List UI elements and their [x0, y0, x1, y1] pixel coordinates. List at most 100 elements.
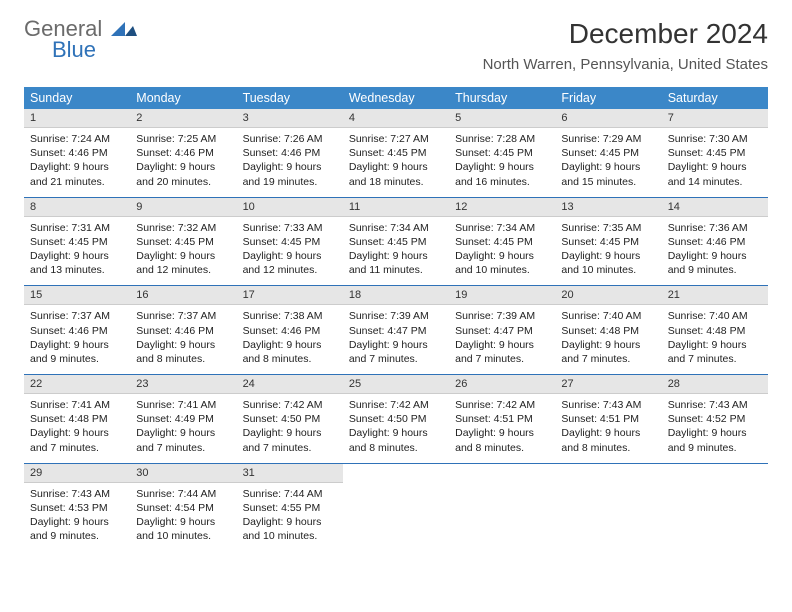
calendar-day-cell: 22Sunrise: 7:41 AMSunset: 4:48 PMDayligh… [24, 375, 130, 463]
weekday-header: Wednesday [343, 87, 449, 109]
calendar-day-cell: 16Sunrise: 7:37 AMSunset: 4:46 PMDayligh… [130, 286, 236, 374]
calendar-day-cell: 19Sunrise: 7:39 AMSunset: 4:47 PMDayligh… [449, 286, 555, 374]
day-details: Sunrise: 7:43 AMSunset: 4:51 PMDaylight:… [555, 394, 661, 463]
calendar-day-cell: 3Sunrise: 7:26 AMSunset: 4:46 PMDaylight… [237, 109, 343, 197]
sunrise-line: Sunrise: 7:39 AM [349, 309, 443, 323]
sunrise-line: Sunrise: 7:37 AM [136, 309, 230, 323]
sunset-line: Sunset: 4:45 PM [349, 146, 443, 160]
daylight-line: Daylight: 9 hours and 7 minutes. [349, 338, 443, 366]
calendar-day-cell: 26Sunrise: 7:42 AMSunset: 4:51 PMDayligh… [449, 375, 555, 463]
sunrise-line: Sunrise: 7:44 AM [136, 487, 230, 501]
day-details: Sunrise: 7:31 AMSunset: 4:45 PMDaylight:… [24, 217, 130, 286]
day-details: Sunrise: 7:26 AMSunset: 4:46 PMDaylight:… [237, 128, 343, 197]
day-number: 28 [662, 375, 768, 394]
daylight-line: Daylight: 9 hours and 11 minutes. [349, 249, 443, 277]
calendar-day-cell: 9Sunrise: 7:32 AMSunset: 4:45 PMDaylight… [130, 198, 236, 286]
calendar-day-cell: 6 Sunrise: 7:29 AMSunset: 4:45 PMDaylight… [555, 109, 661, 197]
day-number: 22 [24, 375, 130, 394]
day-number: 29 [24, 464, 130, 483]
day-number: 6 [555, 109, 661, 128]
daylight-line: Daylight: 9 hours and 9 minutes. [668, 426, 762, 454]
calendar-day-cell: 29 Sunrise: 7:43 AMSunset: 4:53 PMDayligh… [24, 464, 130, 552]
sunset-line: Sunset: 4:47 PM [349, 324, 443, 338]
daylight-line: Daylight: 9 hours and 20 minutes. [136, 160, 230, 188]
logo: General Blue [24, 18, 137, 61]
sunset-line: Sunset: 4:45 PM [349, 235, 443, 249]
daylight-line: Daylight: 9 hours and 18 minutes. [349, 160, 443, 188]
day-details: Sunrise: 7:25 AMSunset: 4:46 PMDaylight:… [130, 128, 236, 197]
calendar-day-cell: 27Sunrise: 7:43 AMSunset: 4:51 PMDayligh… [555, 375, 661, 463]
sunset-line: Sunset: 4:47 PM [455, 324, 549, 338]
daylight-line: Daylight: 9 hours and 7 minutes. [243, 426, 337, 454]
calendar-day-cell: 24Sunrise: 7:42 AMSunset: 4:50 PMDayligh… [237, 375, 343, 463]
day-number: 11 [343, 198, 449, 217]
sunset-line: Sunset: 4:46 PM [30, 146, 124, 160]
calendar-day-cell: 12Sunrise: 7:34 AMSunset: 4:45 PMDayligh… [449, 198, 555, 286]
weekday-header: Tuesday [237, 87, 343, 109]
day-details: Sunrise: 7:41 AMSunset: 4:49 PMDaylight:… [130, 394, 236, 463]
calendar-week-row: 29Sunrise: 7:43 AMSunset: 4:53 PMDayligh… [24, 464, 768, 552]
daylight-line: Daylight: 9 hours and 10 minutes. [243, 515, 337, 543]
day-number: 1 [24, 109, 130, 128]
daylight-line: Daylight: 9 hours and 19 minutes. [243, 160, 337, 188]
daylight-line: Daylight: 9 hours and 8 minutes. [455, 426, 549, 454]
day-number: 7 [662, 109, 768, 128]
day-details: Sunrise: 7:39 AMSunset: 4:47 PMDaylight:… [343, 305, 449, 374]
daylight-line: Daylight: 9 hours and 9 minutes. [30, 515, 124, 543]
calendar-day-cell: 28Sunrise: 7:43 AMSunset: 4:52 PMDayligh… [662, 375, 768, 463]
day-number: 26 [449, 375, 555, 394]
sunset-line: Sunset: 4:46 PM [243, 146, 337, 160]
weekday-header: Monday [130, 87, 236, 109]
day-details: Sunrise: 7:40 AMSunset: 4:48 PMDaylight:… [662, 305, 768, 374]
sunset-line: Sunset: 4:45 PM [561, 146, 655, 160]
day-number: 9 [130, 198, 236, 217]
sunrise-line: Sunrise: 7:36 AM [668, 221, 762, 235]
calendar-day-cell: 21Sunrise: 7:40 AMSunset: 4:48 PMDayligh… [662, 286, 768, 374]
sunrise-line: Sunrise: 7:37 AM [30, 309, 124, 323]
daylight-line: Daylight: 9 hours and 14 minutes. [668, 160, 762, 188]
day-details: Sunrise: 7:27 AMSunset: 4:45 PMDaylight:… [343, 128, 449, 197]
sunrise-line: Sunrise: 7:39 AM [455, 309, 549, 323]
sunset-line: Sunset: 4:50 PM [349, 412, 443, 426]
day-number: 4 [343, 109, 449, 128]
calendar-day-cell: 11Sunrise: 7:34 AMSunset: 4:45 PMDayligh… [343, 198, 449, 286]
calendar-day-cell: 13Sunrise: 7:35 AMSunset: 4:45 PMDayligh… [555, 198, 661, 286]
sunrise-line: Sunrise: 7:43 AM [668, 398, 762, 412]
day-number: 31 [237, 464, 343, 483]
header: General Blue December 2024 North Warren,… [0, 0, 792, 79]
calendar-day-cell: 18Sunrise: 7:39 AMSunset: 4:47 PMDayligh… [343, 286, 449, 374]
sunrise-line: Sunrise: 7:41 AM [136, 398, 230, 412]
sunset-line: Sunset: 4:50 PM [243, 412, 337, 426]
sunset-line: Sunset: 4:45 PM [668, 146, 762, 160]
day-number: 16 [130, 286, 236, 305]
sunset-line: Sunset: 4:49 PM [136, 412, 230, 426]
daylight-line: Daylight: 9 hours and 7 minutes. [136, 426, 230, 454]
day-number: 13 [555, 198, 661, 217]
sunrise-line: Sunrise: 7:44 AM [243, 487, 337, 501]
day-number: 27 [555, 375, 661, 394]
day-number: 17 [237, 286, 343, 305]
calendar-week-row: 22Sunrise: 7:41 AMSunset: 4:48 PMDayligh… [24, 375, 768, 463]
daylight-line: Daylight: 9 hours and 8 minutes. [243, 338, 337, 366]
weekday-header-row: Sunday Monday Tuesday Wednesday Thursday… [24, 87, 768, 109]
sunrise-line: Sunrise: 7:35 AM [561, 221, 655, 235]
daylight-line: Daylight: 9 hours and 15 minutes. [561, 160, 655, 188]
sunrise-line: Sunrise: 7:29 AM [561, 132, 655, 146]
day-number: 10 [237, 198, 343, 217]
sunset-line: Sunset: 4:45 PM [455, 235, 549, 249]
day-number: 30 [130, 464, 236, 483]
day-details: Sunrise: 7:36 AMSunset: 4:46 PMDaylight:… [662, 217, 768, 286]
sunrise-line: Sunrise: 7:40 AM [668, 309, 762, 323]
sunrise-line: Sunrise: 7:43 AM [30, 487, 124, 501]
sunset-line: Sunset: 4:53 PM [30, 501, 124, 515]
sunset-line: Sunset: 4:45 PM [243, 235, 337, 249]
calendar-table: Sunday Monday Tuesday Wednesday Thursday… [24, 87, 768, 552]
day-number: 23 [130, 375, 236, 394]
day-number: 3 [237, 109, 343, 128]
calendar-day-cell: 10Sunrise: 7:33 AMSunset: 4:45 PMDayligh… [237, 198, 343, 286]
logo-icon [111, 20, 137, 36]
day-details: Sunrise: 7:42 AMSunset: 4:50 PMDaylight:… [343, 394, 449, 463]
calendar-day-cell: 5Sunrise: 7:28 AMSunset: 4:45 PMDaylight… [449, 109, 555, 197]
sunset-line: Sunset: 4:55 PM [243, 501, 337, 515]
title-block: December 2024 North Warren, Pennsylvania… [483, 18, 768, 73]
